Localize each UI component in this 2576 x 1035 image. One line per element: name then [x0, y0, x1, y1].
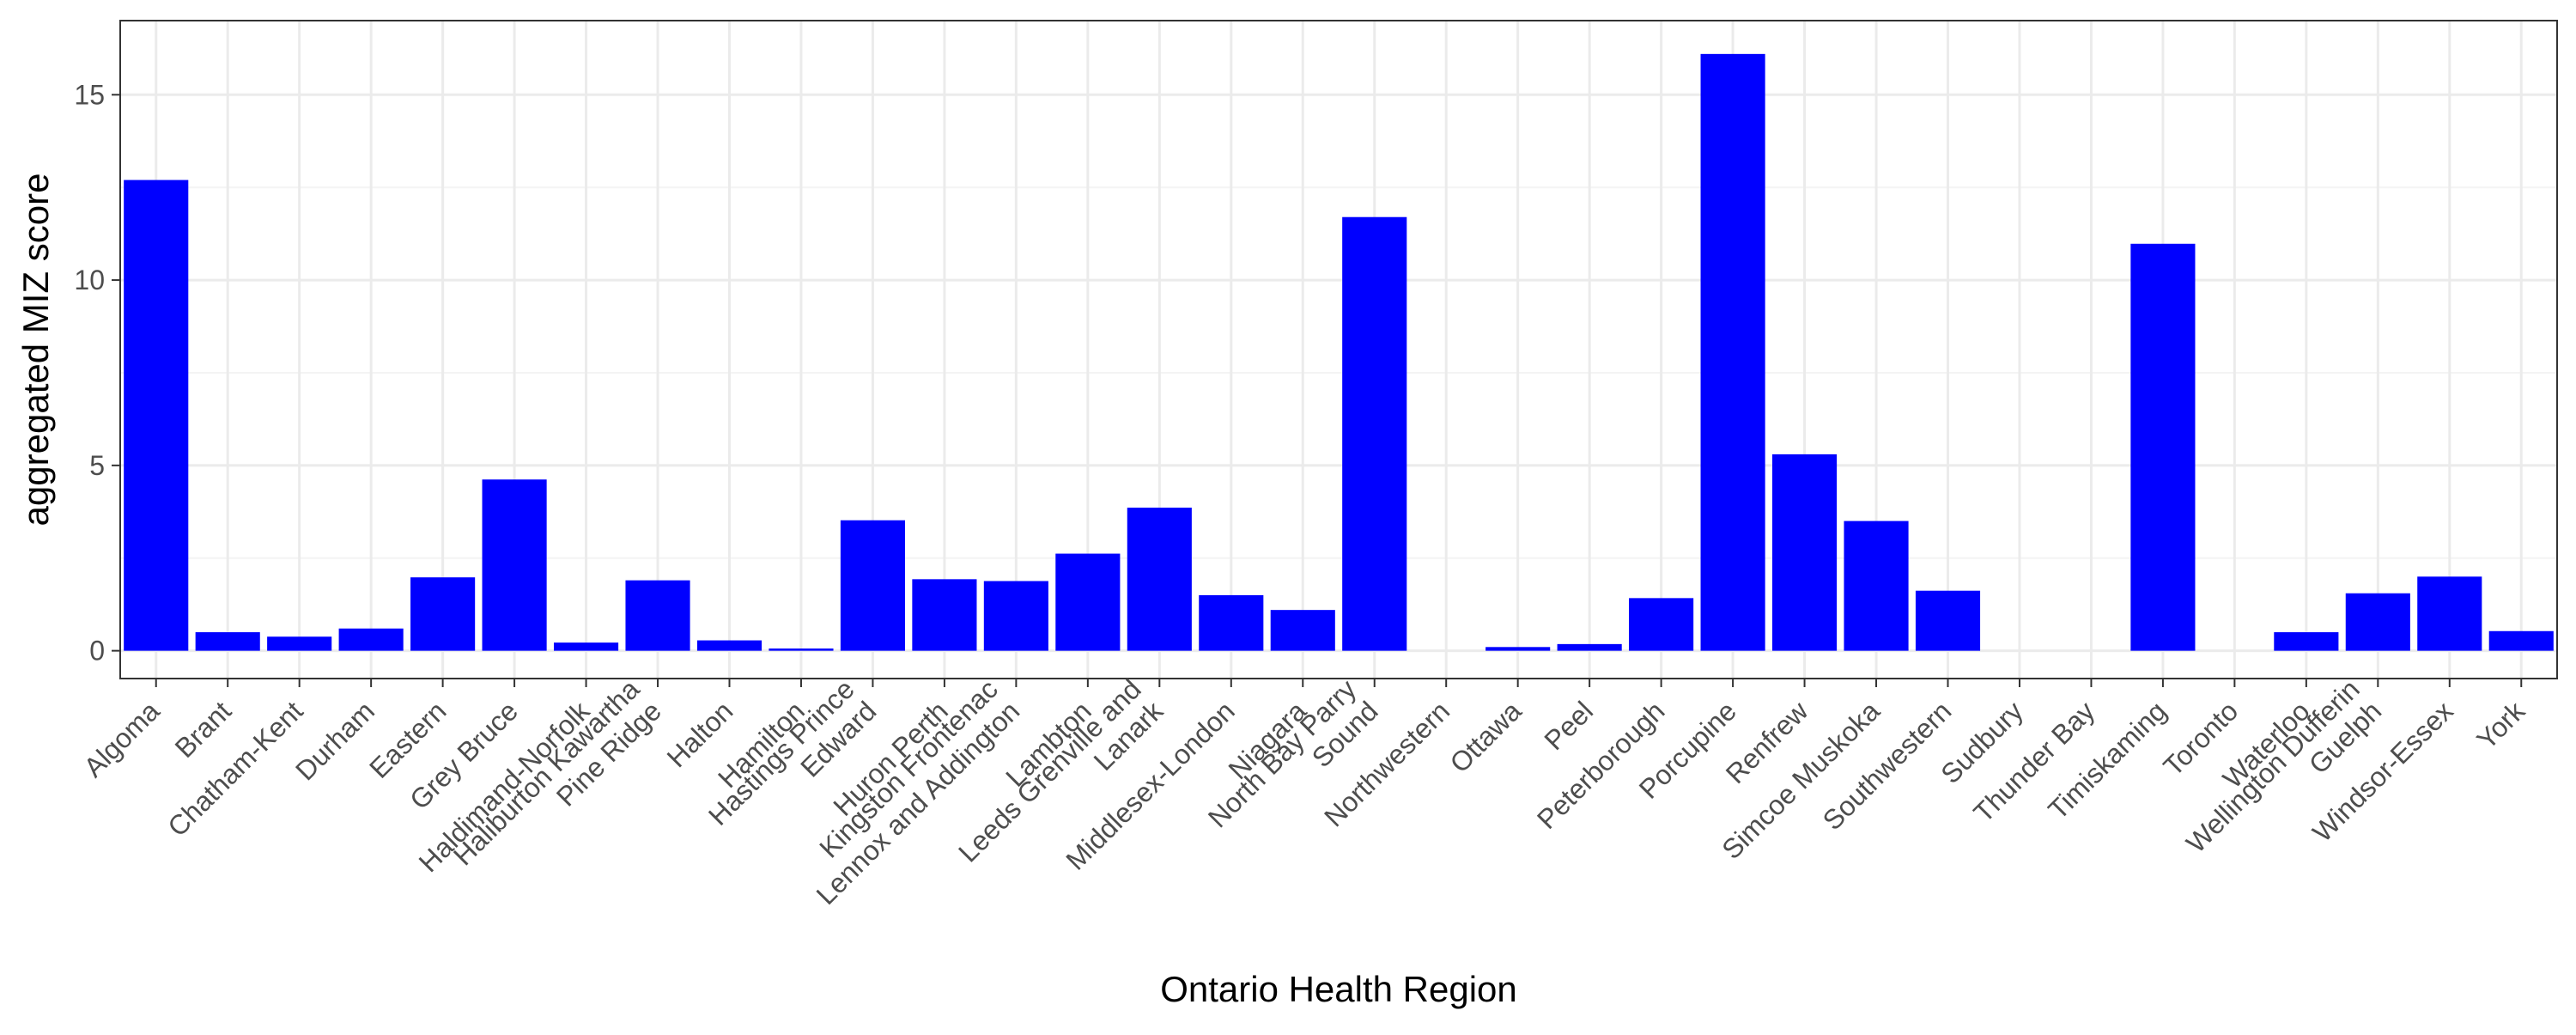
bar [1629, 598, 1694, 651]
bar [1915, 590, 1981, 651]
y-tick-label: 5 [89, 450, 105, 481]
bar [1199, 594, 1264, 651]
x-axis-ticks: Algoma BrantChatham-KentDurhamEasternGrey… [78, 673, 2531, 910]
bar [267, 636, 332, 651]
y-tick-label: 15 [74, 79, 105, 110]
bar [912, 579, 977, 651]
bar [1055, 553, 1121, 651]
bar [2345, 593, 2410, 651]
x-tick-label: Brant [169, 695, 238, 764]
bar [410, 577, 476, 651]
bar [195, 632, 260, 651]
bars [124, 53, 2554, 651]
bar [338, 628, 404, 651]
y-axis-title: aggregated MIZ score [15, 174, 56, 527]
bar [1771, 454, 1838, 651]
bar [2488, 630, 2554, 651]
bar [2130, 243, 2196, 651]
bar [1127, 508, 1192, 651]
plot-panel-border [119, 20, 2558, 679]
bar [482, 479, 547, 651]
bar [769, 648, 834, 651]
y-tick-label: 10 [74, 265, 105, 295]
x-tick-label: York [2470, 695, 2531, 756]
x-axis-title: Ontario Health Region [1160, 969, 1517, 1009]
bar [124, 180, 189, 651]
bar [2274, 632, 2339, 651]
x-tick-label: Ottawa [1443, 695, 1527, 778]
bar [2417, 576, 2482, 651]
x-tick-label: Durham [289, 695, 380, 786]
bar [696, 640, 762, 651]
y-tick-label: 0 [89, 636, 105, 667]
bar [983, 581, 1048, 651]
bar [1342, 216, 1407, 651]
bar [1700, 53, 1765, 651]
x-tick-label: Peel [1538, 695, 1599, 756]
bar [553, 642, 619, 651]
bar [1557, 643, 1622, 651]
y-axis-ticks: 0 5 10 15 [74, 79, 120, 667]
x-tick-label: Algoma [78, 695, 166, 782]
bar [1485, 647, 1551, 651]
bar [1270, 610, 1335, 651]
bar [625, 580, 690, 651]
bar [1844, 521, 1909, 651]
bar [840, 520, 906, 651]
x-tick-label: Haliburton KawarthaPine Ridge [447, 673, 667, 893]
